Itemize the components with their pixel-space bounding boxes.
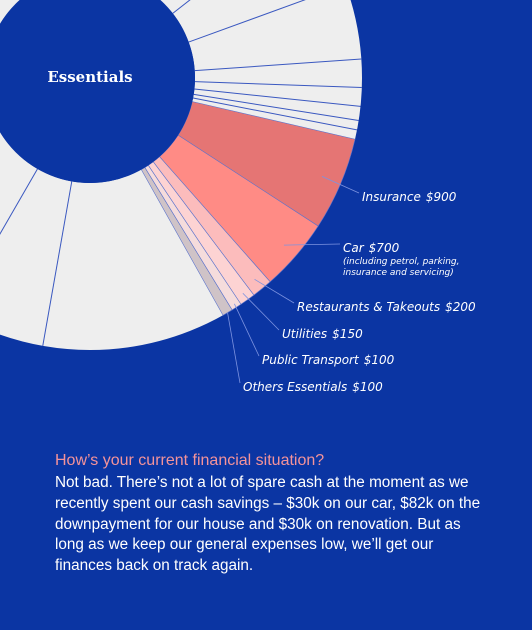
segment-label: Car $700 (343, 241, 400, 255)
ring-divider (194, 81, 362, 88)
ring-divider (193, 93, 359, 122)
leader-line (242, 292, 280, 331)
value-label: $900 (426, 190, 457, 204)
ring-divider (192, 97, 358, 131)
category-label: Others Essentials (243, 380, 347, 394)
ring-divider (188, 0, 306, 43)
answer: Not bad. There’s not a lot of spare cash… (55, 474, 481, 575)
ring-divider (0, 168, 38, 235)
question: How’s your current financial situation? (55, 452, 325, 469)
ring-background (0, 0, 362, 350)
ring-divider (42, 181, 73, 346)
ring-divider (194, 88, 361, 107)
value-label: $200 (445, 300, 476, 314)
segment-label: Public Transport $100 (262, 353, 395, 367)
category-label: Car (343, 241, 365, 255)
segment-label: Restaurants & Takeouts $200 (297, 300, 476, 314)
ring-divider (194, 58, 362, 72)
segment-label: Utilities $150 (282, 327, 363, 341)
leader-line (227, 312, 241, 384)
leader-line (283, 243, 341, 246)
category-label: Insurance (362, 190, 421, 204)
value-label: $150 (332, 327, 363, 341)
annotation: (including petrol, parking, insurance an… (343, 257, 460, 278)
segment-label: Others Essentials $100 (243, 380, 383, 394)
value-label: $700 (369, 241, 400, 255)
chart-title: Essentials (47, 68, 132, 86)
leader-line (234, 303, 260, 357)
chart: Essentials Insurance $900 Car $700 Restauran… (0, 0, 476, 394)
leader-line (254, 278, 295, 304)
category-label: Public Transport (262, 353, 360, 367)
category-label: Utilities (282, 327, 327, 341)
leader-line (321, 176, 360, 194)
category-label: Restaurants & Takeouts (297, 300, 440, 314)
donut-hole (0, 0, 195, 183)
value-label: $100 (352, 380, 383, 394)
segment-label: Insurance $900 (362, 190, 457, 204)
value-label: $100 (364, 353, 395, 367)
